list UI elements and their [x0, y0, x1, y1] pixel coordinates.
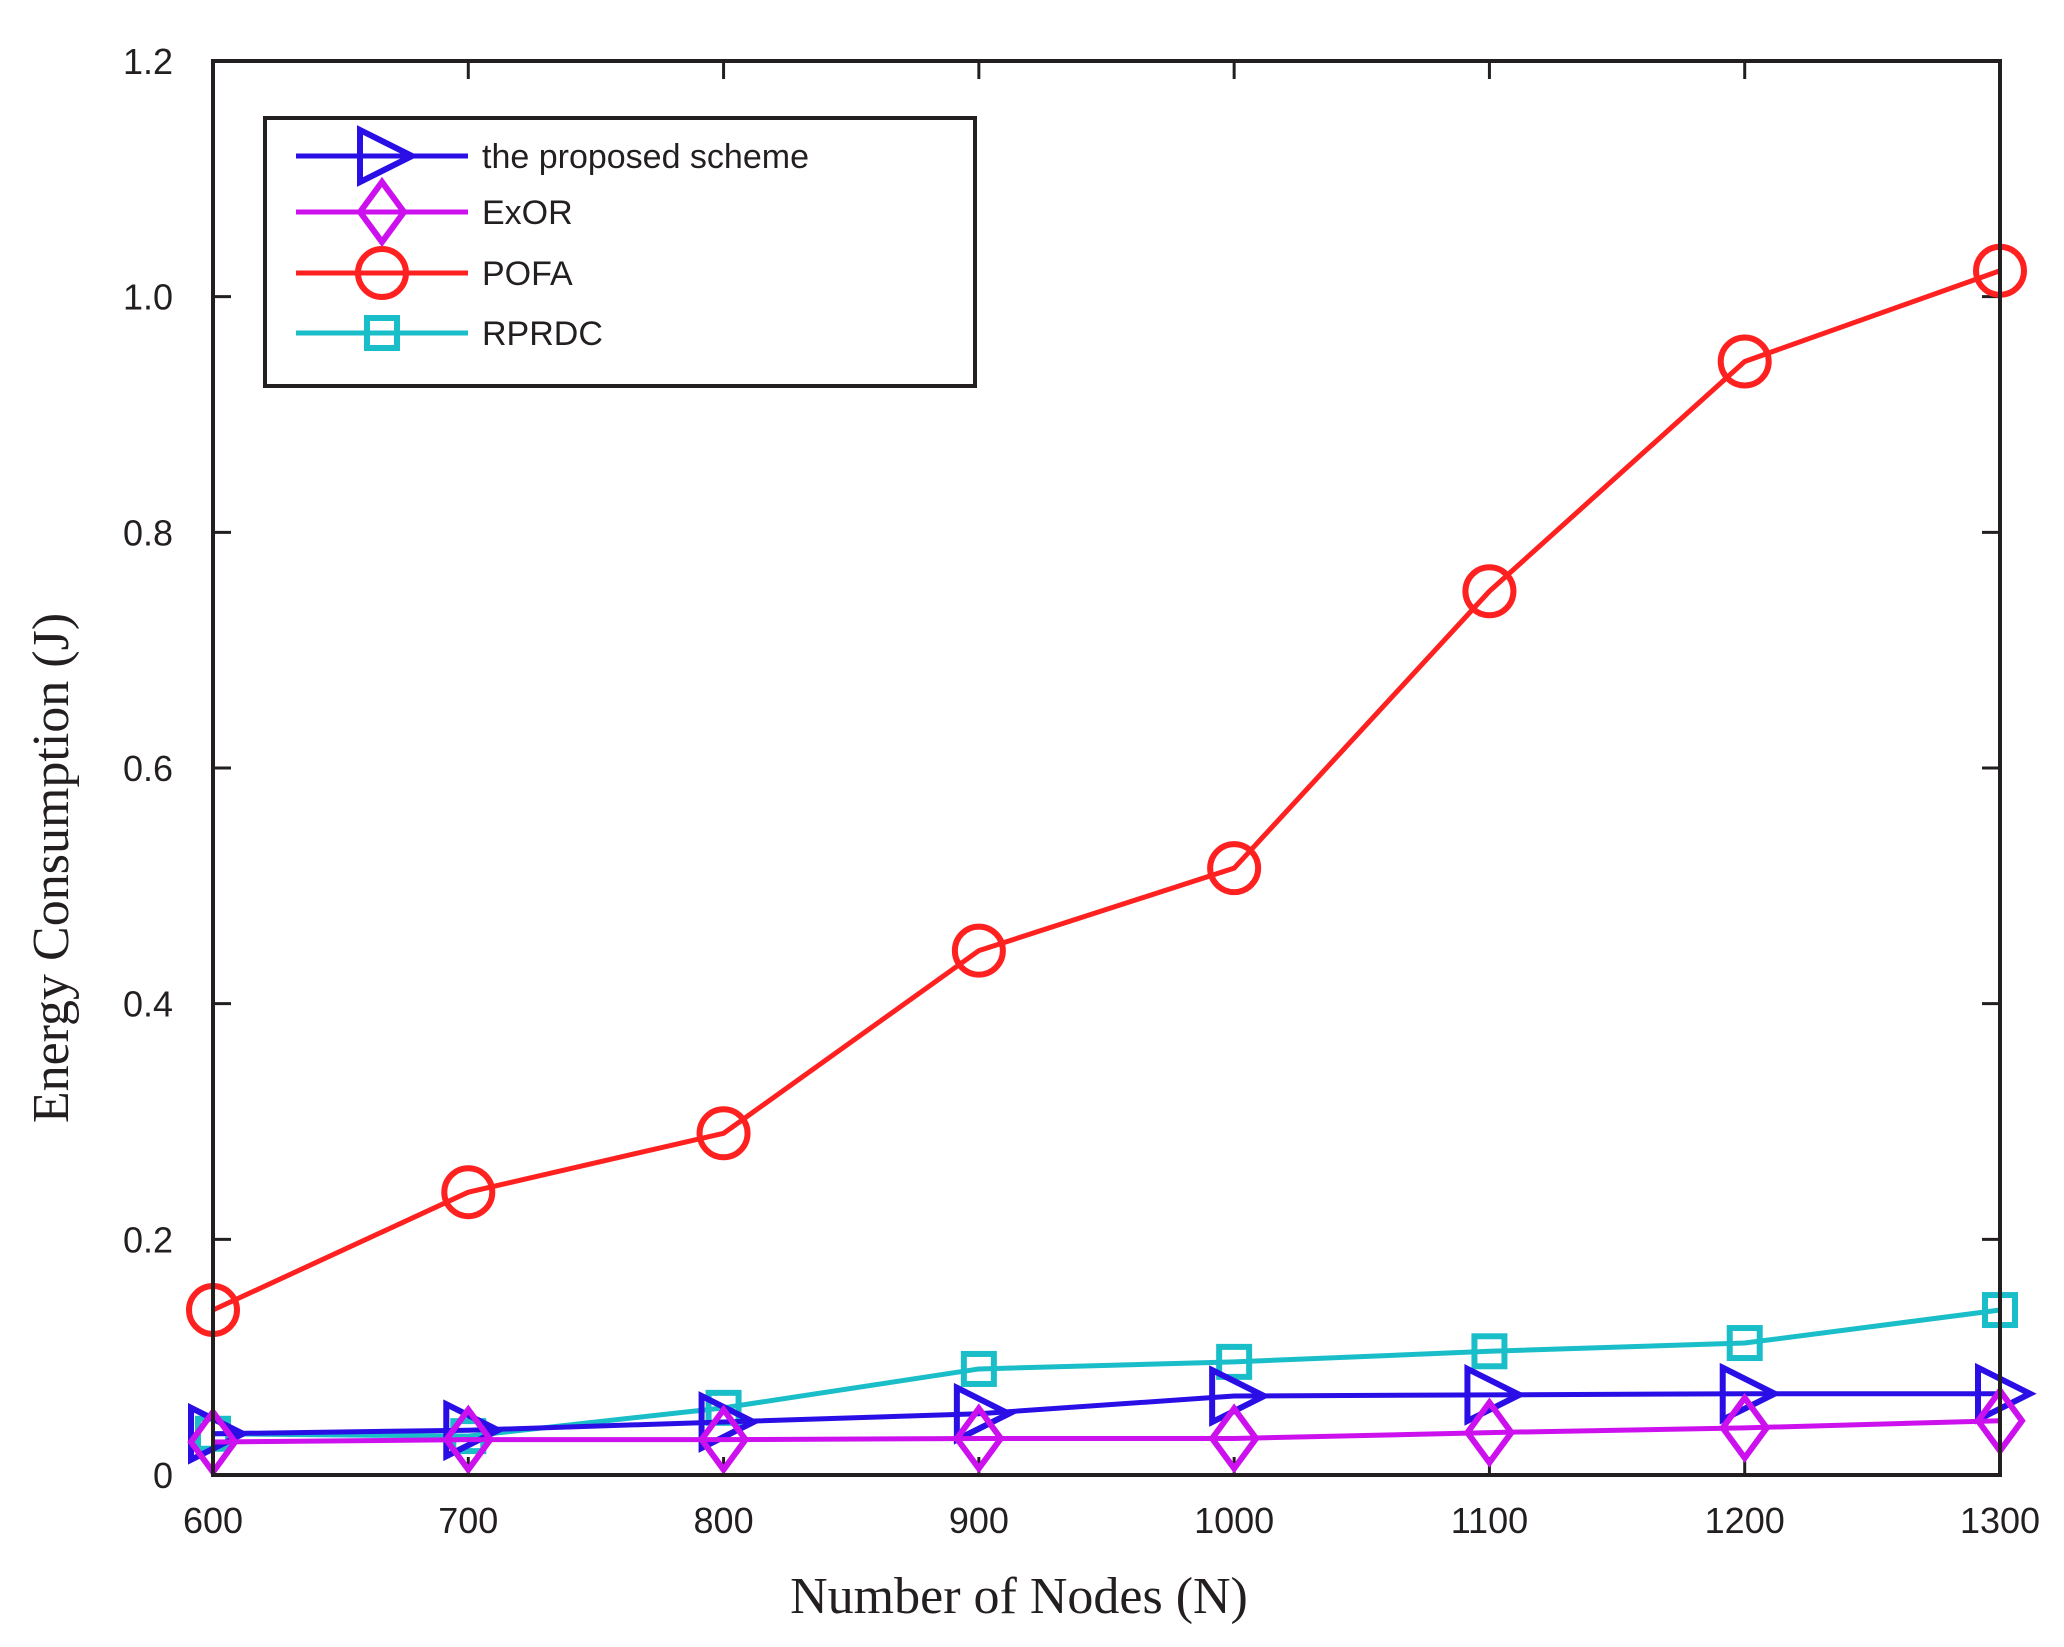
data-point	[1208, 1403, 1260, 1474]
x-tick-label: 1000	[1194, 1500, 1274, 1541]
legend-label: POFA	[482, 255, 573, 293]
data-point	[441, 1165, 496, 1220]
legend-marker	[357, 125, 419, 187]
x-tick-label: 1200	[1705, 1500, 1785, 1541]
data-point	[697, 1404, 750, 1475]
data-point	[696, 1106, 751, 1161]
data-point	[1216, 1343, 1253, 1380]
plot-frame	[211, 59, 2002, 1477]
series-line	[212, 1418, 2001, 1445]
data-point	[1726, 1325, 1763, 1362]
legend-item: the proposed scheme	[296, 125, 809, 187]
y-tick-label: 1.2	[123, 41, 173, 82]
legend: the proposed scheme ExOR POFA RPRDC	[263, 116, 977, 388]
legend-marker	[355, 246, 409, 300]
data-point	[1463, 1397, 1516, 1468]
x-tick-label: 1300	[1960, 1500, 2040, 1541]
data-point	[951, 923, 1006, 978]
y-tick-label: 0.4	[123, 984, 173, 1025]
series-layer	[186, 243, 2037, 1478]
x-tick-label: 800	[694, 1500, 754, 1541]
data-point	[1207, 841, 1262, 896]
data-point	[442, 1404, 495, 1475]
data-point	[698, 1391, 761, 1453]
y-tick-label: 0.8	[123, 512, 173, 553]
data-point	[960, 1350, 997, 1387]
data-point	[1975, 1362, 2037, 1425]
y-tick-label: 0.2	[123, 1219, 173, 1260]
y-tick-label: 1.0	[123, 277, 173, 318]
x-tick-label: 1100	[1451, 1500, 1528, 1541]
x-tick-label: 900	[949, 1500, 1009, 1541]
y-tick-label: 0	[153, 1455, 173, 1496]
legend-label: RPRDC	[482, 315, 603, 353]
legend-label: ExOR	[482, 194, 573, 232]
legend-marker	[364, 315, 400, 351]
series-rprdc	[195, 1292, 2018, 1455]
data-point	[953, 1382, 1016, 1445]
series-line	[212, 1391, 2000, 1437]
series-line	[212, 1307, 2001, 1439]
legend-items: the proposed scheme ExOR POFA RPRDC	[296, 125, 809, 353]
legend-label: the proposed scheme	[482, 138, 809, 176]
data-point	[1471, 1333, 1508, 1370]
legend-item: ExOR	[296, 176, 573, 248]
y-axis-label: Energy Consumption (J)	[23, 613, 80, 1123]
tick-layer: 600 700 800 900 1000 1100 1200 1300 0 0.2 0.4 0.6 0.…	[123, 41, 2040, 1541]
legend-marker	[356, 176, 408, 248]
data-point	[1462, 564, 1517, 619]
data-point	[953, 1403, 1005, 1474]
series-the-proposed-scheme	[188, 1362, 2037, 1465]
legend-item: POFA	[296, 246, 573, 300]
legend-item: RPRDC	[296, 315, 603, 353]
data-point	[1718, 1392, 1771, 1463]
x-axis-label: Number of Nodes (N)	[790, 1568, 1248, 1625]
x-tick-label: 600	[183, 1500, 243, 1541]
series-exor	[187, 1385, 2026, 1478]
series-line	[211, 268, 2001, 1313]
data-point	[1717, 334, 1772, 389]
y-tick-label: 0.6	[123, 748, 173, 789]
x-tick-label: 700	[438, 1500, 498, 1541]
